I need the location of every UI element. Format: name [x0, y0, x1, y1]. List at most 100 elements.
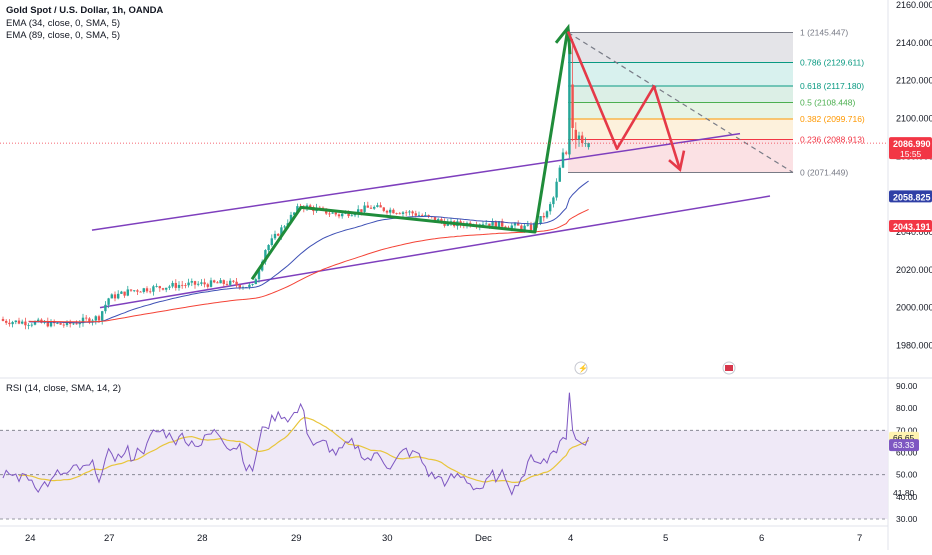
ema89-legend[interactable]: EMA (89, close, 0, SMA, 5): [6, 30, 121, 41]
rsi-ma-line: [18, 416, 589, 484]
candle-body-72: [232, 280, 235, 282]
rsi-tick-6: 30.00: [896, 514, 918, 524]
candle-body-17: [56, 323, 59, 324]
candle-body-48: [155, 286, 158, 287]
candle-body-80: [257, 270, 261, 280]
candle-body-150: [481, 224, 485, 226]
fib-label-1: 1 (2145.447): [800, 28, 848, 38]
candle-body-2: [8, 322, 11, 325]
candle-body-57: [184, 285, 187, 286]
candle-body-109: [350, 215, 353, 217]
candle-body-128: [411, 211, 414, 214]
candle-body-123: [395, 213, 398, 215]
candle-body-19: [62, 324, 65, 326]
candle-body-121: [389, 209, 392, 213]
rsi-legend[interactable]: RSI (14, close, SMA, 14, 2): [6, 383, 122, 394]
time-tick-3: 29: [291, 533, 302, 544]
candle-body-87: [280, 227, 283, 236]
candle-body-78: [251, 284, 254, 285]
candle-body-45: [145, 288, 149, 292]
candle-body-100: [321, 207, 325, 209]
fib-label-0.786: 0.786 (2129.611): [800, 57, 864, 67]
time-tick-1: 27: [104, 533, 115, 544]
candle-body-79: [254, 279, 257, 285]
candle-body-170: [545, 211, 549, 218]
candle-body-119: [382, 207, 385, 211]
candle-body-58: [187, 282, 190, 286]
rsi-badge-2: [889, 439, 919, 452]
candle-body-112: [360, 209, 363, 212]
candle-body-166: [533, 223, 536, 231]
candle-body-8: [27, 324, 30, 326]
candle-body-115: [369, 207, 373, 209]
fib-zone-0.618: [568, 85, 793, 103]
candle-body-44: [142, 288, 145, 292]
candle-body-157: [504, 226, 507, 228]
candle-body-42: [136, 290, 139, 292]
candle-body-162: [520, 225, 523, 230]
price-tick-0: 2160.000: [896, 0, 932, 10]
candle-body-118: [379, 205, 382, 208]
candle-body-29: [94, 316, 97, 321]
candle-body-74: [238, 285, 241, 288]
fib-zone-0.786: [568, 62, 793, 86]
candle-body-60: [193, 281, 197, 285]
rsi-badge-text-2: 63.33: [893, 440, 915, 450]
candle-body-154: [494, 221, 497, 228]
price-tick-7: 2020.000: [896, 265, 932, 275]
event-lightning-icon: [574, 361, 588, 375]
rsi-tick-2: 70.00: [896, 425, 918, 435]
candle-body-10: [33, 321, 37, 325]
candle-body-62: [200, 282, 203, 284]
channel-upper-line: [91, 132, 741, 231]
time-tick-0: 24: [25, 533, 36, 544]
candle-body-84: [270, 238, 273, 246]
price-badge-1: [889, 190, 932, 203]
candle-body-130: [417, 215, 421, 217]
fib-label-0.5: 0.5 (2108.448): [800, 98, 855, 108]
candle-body-68: [219, 280, 222, 284]
rsi-badge-text-3: 41.80: [893, 488, 915, 498]
candle-body-73: [235, 281, 238, 286]
candle-body-156: [501, 221, 504, 227]
candle-body-36: [117, 293, 120, 299]
rsi-tick-3: 60.00: [896, 448, 918, 458]
candle-body-88: [283, 226, 286, 228]
candle-body-181: [581, 135, 584, 144]
candle-body-35: [113, 294, 117, 299]
candle-body-177: [568, 42, 571, 155]
candle-body-70: [225, 283, 229, 285]
channel-lower-line: [99, 195, 771, 309]
candle-body-90: [289, 214, 293, 224]
time-tick-4: 30: [382, 533, 393, 544]
candle-body-110: [353, 213, 357, 216]
candle-body-124: [398, 213, 401, 215]
candle-body-71: [229, 280, 232, 285]
symbol-legend[interactable]: Gold Spot / U.S. Dollar, 1h, OANDA: [6, 5, 163, 16]
candle-body-175: [561, 152, 565, 168]
candle-body-125: [401, 212, 405, 214]
candle-body-49: [158, 286, 161, 289]
ema34-legend[interactable]: EMA (34, close, 0, SMA, 5): [6, 18, 121, 29]
candle-body-164: [526, 224, 529, 226]
candle-body-163: [523, 225, 526, 230]
pattern-arrowhead: [554, 23, 572, 55]
candle-body-65: [209, 280, 213, 287]
price-badge-text-0: 2086.990: [893, 139, 931, 149]
candle-body-3: [11, 322, 14, 325]
candle-body-102: [328, 213, 331, 215]
candle-body-137: [440, 219, 443, 222]
time-tick-6: 4: [568, 533, 573, 544]
candle-body-69: [222, 280, 225, 284]
price-tick-8: 2000.000: [896, 303, 932, 313]
candle-body-155: [497, 221, 501, 228]
candle-body-169: [542, 216, 545, 218]
candle-body-26: [85, 317, 88, 319]
candle-body-27: [88, 318, 91, 323]
candle-body-51: [165, 287, 168, 290]
candle-body-55: [177, 284, 181, 288]
candle-body-50: [161, 288, 165, 290]
candle-body-67: [216, 282, 219, 284]
